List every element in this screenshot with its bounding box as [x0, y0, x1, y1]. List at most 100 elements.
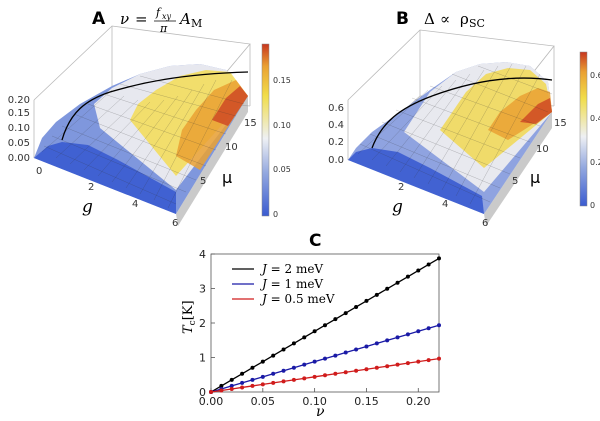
series-point-1 [343, 350, 348, 355]
series-point-1 [354, 347, 359, 352]
series-point-0 [437, 256, 441, 261]
series-point-1 [250, 377, 255, 382]
panel-a-cb-tick: 0.10 [273, 121, 291, 130]
series-point-2 [333, 371, 338, 376]
panel-c-series [209, 256, 441, 394]
panel-c-x-tick-label: 0.20 [406, 395, 431, 408]
panel-a-z-tick: 0.15 [8, 108, 30, 119]
panel-b-cb-tick: 0.2 [590, 158, 600, 167]
series-point-2 [385, 364, 390, 369]
series-point-1 [405, 332, 410, 337]
series-point-2 [302, 376, 307, 381]
series-point-0 [219, 383, 224, 388]
panel-a-title-num: f [155, 6, 162, 19]
panel-b-x-tick: 4 [442, 199, 448, 210]
series-point-2 [209, 390, 213, 394]
panel-c-y-tick-label: 3 [199, 283, 206, 296]
series-point-0 [240, 371, 245, 376]
series-point-2 [364, 367, 369, 372]
series-point-0 [250, 365, 255, 370]
panel-c-y-tick-label: 2 [199, 317, 206, 330]
panel-b: B Δ ∝ ρ SC [328, 9, 600, 229]
panel-a-contour [61, 71, 249, 141]
series-point-0 [260, 359, 265, 364]
series-point-2 [240, 385, 245, 390]
panel-b-z-tick: 0.6 [328, 103, 344, 114]
series-point-0 [395, 280, 400, 285]
panel-a-xlabel: g [82, 197, 93, 217]
series-point-2 [416, 359, 421, 364]
panel-a-x-ticks: 0 2 4 6 [36, 166, 178, 229]
panel-b-z-tick: 0.0 [328, 155, 344, 166]
series-point-2 [354, 368, 359, 373]
series-point-2 [281, 379, 286, 384]
panel-a-cb-tick: 0.05 [273, 165, 291, 174]
series-point-1 [385, 338, 390, 343]
series-point-2 [374, 365, 379, 370]
series-point-2 [323, 373, 327, 378]
panel-a-title-num-sub: xy [162, 12, 172, 21]
legend-label-j2: J = 2 meV [259, 262, 323, 276]
panel-a-z-tick: 0.00 [8, 153, 30, 164]
panel-a-title-tail: A [178, 10, 191, 28]
panel-a-title-tail-sub: M [191, 17, 202, 30]
series-point-2 [312, 374, 317, 379]
series-point-1 [260, 374, 265, 379]
panel-c-letter: C [309, 231, 321, 251]
series-point-0 [354, 304, 359, 309]
panel-b-x-tick: 2 [398, 182, 404, 193]
panel-b-x-tick: 6 [482, 218, 488, 229]
panel-b-contour [371, 77, 553, 149]
panel-a-z-tick: 0.05 [8, 138, 30, 149]
panel-a-y-tick: 10 [225, 142, 238, 153]
panel-a-x-tick: 2 [88, 182, 94, 193]
series-point-1 [271, 371, 276, 376]
series-point-1 [323, 356, 327, 361]
panel-a-title-lhs: ν [120, 10, 129, 28]
series-point-1 [281, 368, 286, 373]
panel-b-cb-tick: 0 [590, 201, 595, 210]
panel-a-title-den: π [159, 22, 168, 35]
panel-c-ticks: 0.00 0.05 0.10 0.15 0.20 0 1 2 3 4 [199, 248, 431, 408]
panel-a: A ν = f xy π A M [8, 6, 291, 229]
panel-b-z-ticks: 0.0 0.2 0.4 0.6 [328, 103, 344, 166]
panel-c-y-tick-label: 1 [199, 352, 206, 365]
series-point-0 [281, 347, 286, 352]
panel-b-title-rhs: ρ [460, 10, 469, 28]
series-point-2 [343, 370, 348, 375]
panel-b-cb-tick: 0.6 [590, 71, 600, 80]
series-point-2 [405, 361, 410, 366]
panel-a-z-tick: 0.20 [8, 95, 30, 106]
legend-label-j05: J = 0.5 meV [259, 292, 335, 306]
series-point-0 [312, 329, 317, 334]
panel-a-colorbar [261, 43, 270, 217]
series-point-2 [437, 356, 441, 361]
series-point-0 [364, 298, 369, 303]
series-point-0 [271, 353, 276, 358]
series-point-2 [219, 388, 224, 393]
series-point-0 [374, 292, 379, 297]
panel-c-x-tick-label: 0.05 [251, 395, 276, 408]
panel-b-x-ticks: 2 4 6 [398, 182, 488, 229]
panel-b-y-ticks: 5 10 15 [512, 118, 567, 187]
panel-a-title-equals: = [135, 10, 148, 28]
panel-a-cb-tick: 0 [273, 210, 278, 219]
series-point-1 [395, 335, 400, 340]
series-point-0 [323, 323, 327, 328]
panel-b-title-mid: ∝ [440, 10, 450, 28]
series-point-1 [364, 344, 369, 349]
series-point-1 [437, 323, 441, 328]
series-point-0 [405, 274, 410, 279]
panel-b-letter: B [396, 9, 409, 29]
panel-b-y-tick: 5 [512, 176, 518, 187]
series-point-0 [291, 341, 296, 346]
panel-a-cb-tick: 0.15 [273, 76, 291, 85]
panel-b-colorbar [579, 51, 588, 207]
panel-b-cb-tick: 0.4 [590, 114, 600, 123]
panel-a-x-tick: 6 [172, 218, 178, 229]
panel-a-y-tick: 15 [244, 118, 257, 129]
panel-c-xlabel: ν [316, 404, 325, 420]
panel-b-surface [348, 62, 553, 226]
series-point-0 [416, 268, 421, 273]
